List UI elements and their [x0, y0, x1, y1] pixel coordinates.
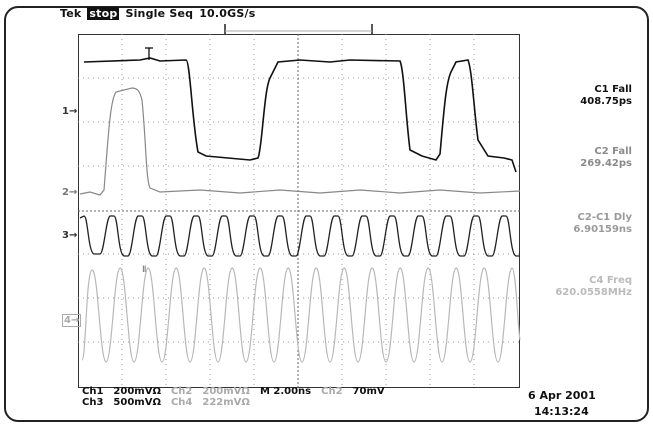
ch2-marker[interactable]: 2→	[62, 187, 78, 198]
ch3-label: Ch3	[82, 397, 104, 408]
measurement-value: 269.42ps	[580, 158, 632, 169]
acquisition-mode: Single Seq	[125, 7, 194, 20]
ch1-cursor	[145, 47, 153, 60]
ch4-scale[interactable]: 222mVΩ	[202, 397, 250, 408]
ch4-trace	[81, 267, 521, 363]
ch1-scale[interactable]: 200mVΩ	[113, 386, 161, 397]
time-label: 14:13:24	[534, 405, 589, 418]
measurement-c2-fall: C2 Fall 269.42ps	[532, 146, 632, 170]
ch2-trace	[79, 87, 521, 196]
measurement-title: C2-C1 Dly	[577, 212, 632, 223]
ch4-label: Ch4	[170, 397, 193, 408]
ch4-marker[interactable]: 4→	[62, 314, 82, 327]
trigger-source[interactable]: Ch2	[321, 386, 343, 397]
center-axes	[78, 34, 520, 388]
measurement-title: C2 Fall	[594, 146, 632, 157]
channel-settings: Ch1 200mVΩ Ch2 200mVΩ M 2.00ns Ch2 70mV …	[82, 386, 385, 408]
grid-lines	[78, 34, 520, 388]
measurement-value: 6.90159ns	[573, 224, 632, 235]
measurement-c4-freq: C4 Freq 620.0558MHz	[532, 275, 632, 299]
ch3-marker[interactable]: 3→	[62, 230, 78, 241]
brand-label: Tek	[60, 7, 82, 20]
measurement-c2-c1-delay: C2-C1 Dly 6.90159ns	[532, 212, 632, 236]
status-bar: Tek stop Single Seq 10.0GS/s	[60, 7, 255, 20]
measurement-title: C4 Freq	[589, 275, 632, 286]
ch4-cursor-marker: Ⅱ	[142, 265, 146, 275]
measurement-value: 620.0558MHz	[555, 287, 632, 298]
measurement-title: C1 Fall	[594, 84, 632, 95]
ch3-trace	[79, 215, 520, 257]
time-markers	[224, 24, 373, 34]
acquisition-state-badge: stop	[87, 7, 120, 20]
ch1-marker[interactable]: 1→	[62, 106, 78, 117]
ch2-label: Ch2	[170, 386, 193, 397]
trigger-level[interactable]: 70mV	[352, 386, 385, 397]
timestamp: 6 Apr 2001 14:13:24	[528, 388, 596, 420]
measurement-c1-fall: C1 Fall 408.75ps	[532, 84, 632, 108]
measurement-value: 408.75ps	[580, 96, 632, 107]
ch2-scale[interactable]: 200mVΩ	[202, 386, 250, 397]
ch1-trace	[83, 57, 517, 173]
ch1-label: Ch1	[82, 386, 104, 397]
ch3-scale[interactable]: 500mVΩ	[113, 397, 161, 408]
date-label: 6 Apr 2001	[528, 389, 596, 402]
timebase[interactable]: M 2.00ns	[259, 386, 312, 397]
sample-rate: 10.0GS/s	[199, 7, 256, 20]
